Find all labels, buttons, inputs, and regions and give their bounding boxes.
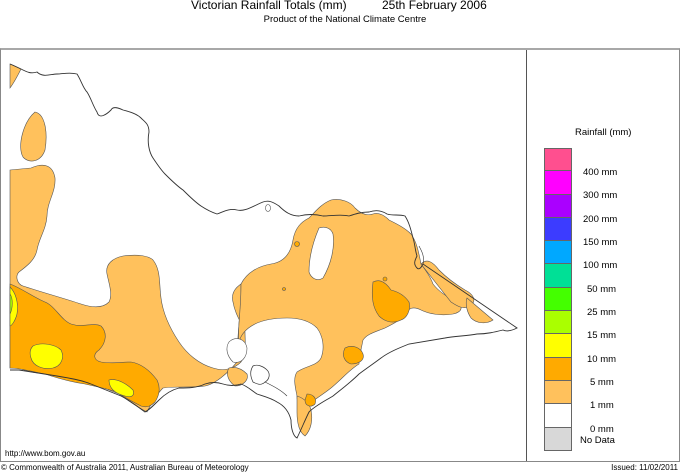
legend-color-bar: [544, 148, 572, 451]
legend-label-1mm: 1 mm: [590, 400, 614, 411]
map-panel: http://www.bom.gov.au: [1, 50, 527, 461]
legend-label-0mm: 0 mm: [590, 424, 614, 435]
legend-label-100mm: 100 mm: [583, 260, 618, 271]
legend-swatch-200mm: [544, 194, 572, 218]
map-subtitle: Product of the National Climate Centre: [263, 14, 427, 25]
legend-swatch-400mm: [544, 148, 572, 172]
legend-title: Rainfall (mm): [575, 127, 632, 138]
map-title: Victorian Rainfall Totals (mm): [191, 0, 347, 12]
legend-swatch-15mm: [544, 311, 572, 335]
copyright-notice: © Commonwealth of Australia 2011, Austra…: [1, 463, 249, 472]
legend-swatch-25mm: [544, 287, 572, 312]
rainfall-band-10-15mm: [9, 286, 134, 398]
legend-label-15mm: 15 mm: [587, 330, 617, 341]
legend-label-150mm: 150 mm: [583, 237, 618, 248]
rainfall-band-5-10mm: [9, 241, 410, 408]
legend-panel: Rainfall (mm) 400 mm 300 mm 200 mm 150 m…: [528, 50, 679, 461]
legend-swatch-no-data: [544, 427, 572, 451]
legend-swatch-1mm: [544, 380, 572, 405]
state-border: [9, 63, 518, 439]
legend-swatch-10mm: [544, 334, 572, 358]
legend-swatch-150mm: [544, 217, 572, 242]
source-url[interactable]: http://www.bom.gov.au: [5, 449, 86, 458]
legend-label-50mm: 50 mm: [587, 284, 617, 295]
legend-swatch-5mm: [544, 357, 572, 381]
header: Victorian Rainfall Totals (mm) 25th Febr…: [0, 0, 680, 14]
legend-swatch-300mm: [544, 171, 572, 195]
legend-swatch-50mm: [544, 264, 572, 288]
dry-areas: [226, 204, 334, 363]
legend-label-5mm: 5 mm: [590, 377, 614, 388]
legend-label-10mm: 10 mm: [587, 354, 617, 365]
issued-date: Issued: 11/02/2011: [611, 463, 678, 472]
victoria-rainfall-map: [9, 63, 518, 439]
map-date: 25th February 2006: [382, 0, 487, 12]
map-frame: http://www.bom.gov.au Rainfall (mm) 400 …: [0, 48, 680, 462]
legend-label-200mm: 200 mm: [583, 214, 618, 225]
legend-swatch-0mm: [544, 404, 572, 428]
legend-label-300mm: 300 mm: [583, 190, 618, 201]
legend-label-25mm: 25 mm: [587, 307, 617, 318]
legend-label-400mm: 400 mm: [583, 167, 618, 178]
legend-label-no-data: No Data: [580, 435, 615, 446]
rainfall-band-15-25mm: [9, 293, 13, 315]
legend-swatch-100mm: [544, 241, 572, 265]
